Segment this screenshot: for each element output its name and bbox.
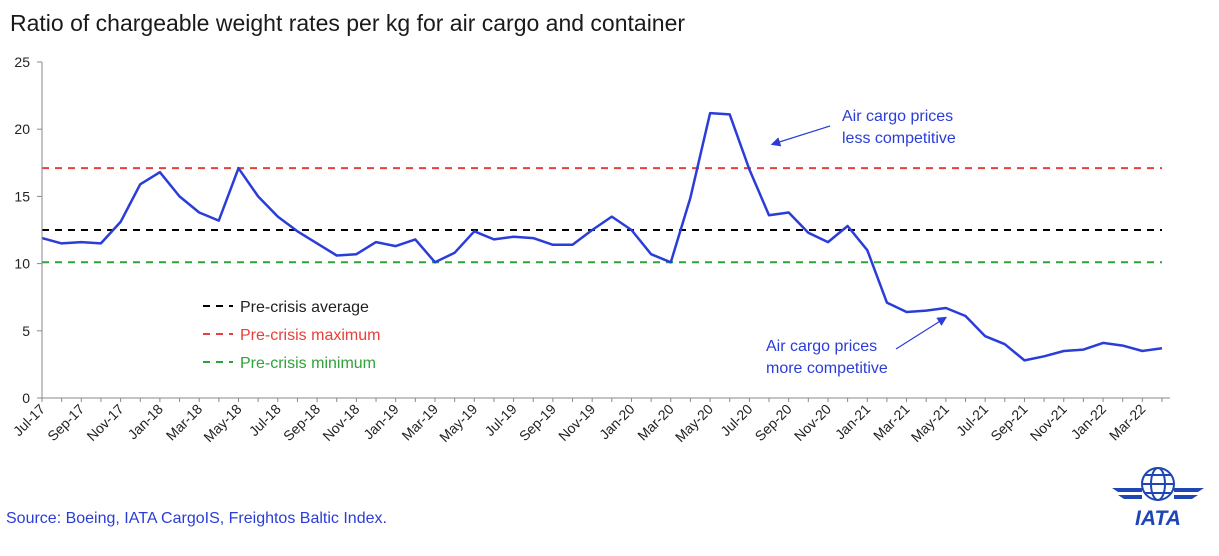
y-tick-label: 5 xyxy=(22,323,30,339)
x-tick-label: May-21 xyxy=(908,401,952,445)
series-line xyxy=(41,111,1163,362)
x-tick-label: Nov-17 xyxy=(83,401,126,444)
x-tick-label: Mar-19 xyxy=(398,401,441,444)
x-tick-label: Jul-17 xyxy=(10,401,48,439)
reference-lines xyxy=(42,167,1162,264)
x-tick-label: Jan-20 xyxy=(596,401,638,443)
x-tick-label: May-19 xyxy=(436,401,480,445)
x-tick-label: Nov-19 xyxy=(555,401,598,444)
y-tick-label: 10 xyxy=(14,256,30,272)
x-tick-label: Jan-19 xyxy=(360,401,402,443)
logo-text: IATA xyxy=(1135,507,1181,528)
legend-label: Pre-crisis minimum xyxy=(240,355,376,372)
y-tick-label: 25 xyxy=(14,54,30,70)
x-tick-label: May-20 xyxy=(672,401,716,445)
x-tick-label: Sep-19 xyxy=(516,401,559,444)
x-tick-label: Mar-22 xyxy=(1106,401,1149,444)
series-layer xyxy=(41,111,1163,362)
y-tick-label: 15 xyxy=(14,188,30,204)
annotation-text: Air cargo prices xyxy=(766,338,877,355)
legend: Pre-crisis average Pre-crisis maximum Pre-… xyxy=(203,299,380,372)
x-tick-label: Mar-20 xyxy=(634,401,677,444)
x-tick-label: Mar-21 xyxy=(870,401,913,444)
x-tick-label: Nov-21 xyxy=(1027,401,1070,444)
x-tick-label: Jul-20 xyxy=(717,401,755,439)
x-tick-label: Sep-17 xyxy=(44,401,87,444)
x-tick-label: Jan-21 xyxy=(832,401,874,443)
x-tick-label: Jul-21 xyxy=(953,401,991,439)
x-tick-label: May-18 xyxy=(200,401,244,445)
annotation-arrow xyxy=(895,316,948,350)
annotations: Air cargo prices less competitive Air carg… xyxy=(766,108,956,377)
x-tick-label: Sep-21 xyxy=(987,401,1030,444)
x-tick-label: Jul-18 xyxy=(246,401,284,439)
globe-wings-icon xyxy=(1112,467,1204,501)
x-tick-label: Nov-18 xyxy=(319,401,362,444)
x-tick-label: Jan-18 xyxy=(124,401,166,443)
x-tick-label: Mar-18 xyxy=(163,401,206,444)
axes: 0 5 10 15 20 25 Jul-17Sep-17Nov-17Jan-18Mar-18… xyxy=(10,54,1170,445)
annotation-text: Air cargo prices xyxy=(842,108,953,125)
y-tick-label: 0 xyxy=(22,390,30,406)
x-tick-label: Sep-20 xyxy=(752,401,795,444)
x-tick-label: Jul-19 xyxy=(481,401,519,439)
x-tick-label: Sep-18 xyxy=(280,401,323,444)
legend-label: Pre-crisis maximum xyxy=(240,327,380,344)
line-chart: 0 5 10 15 20 25 Jul-17Sep-17Nov-17Jan-18Mar-18… xyxy=(10,54,1170,445)
source-note: Source: Boeing, IATA CargoIS, Freightos … xyxy=(6,510,387,527)
legend-label: Pre-crisis average xyxy=(240,299,369,316)
x-tick-label: Nov-20 xyxy=(791,401,834,444)
chart-title: Ratio of chargeable weight rates per kg … xyxy=(10,10,686,36)
x-tick-label: Jan-22 xyxy=(1068,401,1110,443)
iata-logo: IATA xyxy=(1112,467,1204,528)
annotation-arrow xyxy=(770,125,831,147)
annotation-text: more competitive xyxy=(766,360,888,377)
y-tick-label: 20 xyxy=(14,121,30,137)
annotation-text: less competitive xyxy=(842,130,956,147)
